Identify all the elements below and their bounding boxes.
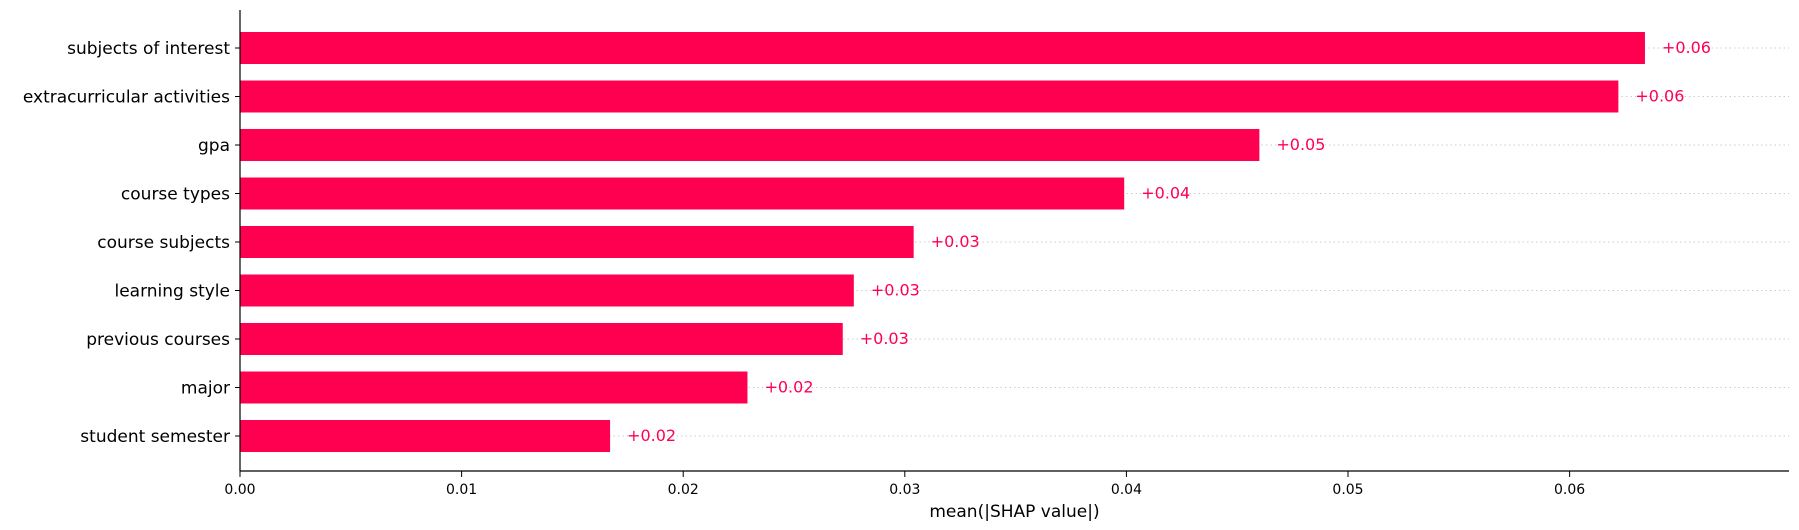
value-label-major: +0.02 <box>764 378 813 397</box>
value-label-student-semester: +0.02 <box>627 426 676 445</box>
value-label-subjects-of-interest: +0.06 <box>1662 38 1711 57</box>
bar-subjects-of-interest <box>240 32 1645 64</box>
value-label-learning-style: +0.03 <box>871 281 920 300</box>
bar-previous-courses <box>240 323 843 355</box>
labels: subjects of interest +0.06 extracurricular… <box>23 38 1711 498</box>
value-label-extracurricular-activities: +0.06 <box>1635 87 1684 106</box>
x-tick-label-0: 0.00 <box>224 482 255 498</box>
bar-student-semester <box>240 420 611 452</box>
x-axis-title: mean(|SHAP value|) <box>929 502 1099 522</box>
axes <box>239 10 1789 472</box>
category-label-student-semester: student semester <box>80 427 230 447</box>
x-tick-label-4: 0.04 <box>1111 482 1142 498</box>
bar-extracurricular-activities <box>240 80 1619 113</box>
x-tick-label-1: 0.01 <box>446 482 477 498</box>
category-label-subjects-of-interest: subjects of interest <box>67 39 230 59</box>
value-label-previous-courses: +0.03 <box>860 329 909 348</box>
x-tick-label-2: 0.02 <box>668 482 699 498</box>
bars <box>240 32 1645 452</box>
bar-learning-style <box>240 274 854 307</box>
value-label-course-types: +0.04 <box>1141 184 1190 203</box>
category-label-gpa: gpa <box>198 136 230 156</box>
bar-major <box>240 371 748 404</box>
bar-course-subjects <box>240 226 914 258</box>
category-label-course-subjects: course subjects <box>97 233 230 253</box>
category-label-major: major <box>181 379 230 399</box>
bar-gpa <box>240 129 1260 161</box>
x-tick-label-3: 0.03 <box>889 482 920 498</box>
category-label-course-types: course types <box>121 185 230 205</box>
category-label-extracurricular-activities: extracurricular activities <box>23 88 230 108</box>
x-tick-label-6: 0.06 <box>1554 482 1585 498</box>
category-label-previous-courses: previous courses <box>86 330 230 350</box>
value-label-gpa: +0.05 <box>1276 135 1325 154</box>
x-tick-label-5: 0.05 <box>1332 482 1363 498</box>
bar-course-types <box>240 177 1125 210</box>
category-label-learning-style: learning style <box>114 282 230 302</box>
value-label-course-subjects: +0.03 <box>931 232 980 251</box>
